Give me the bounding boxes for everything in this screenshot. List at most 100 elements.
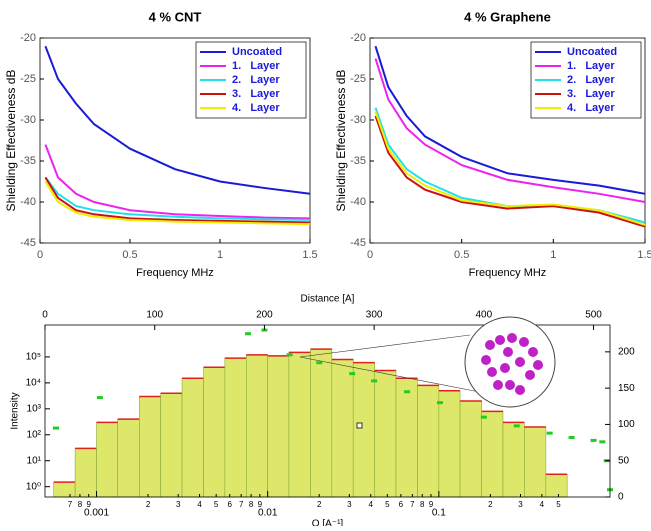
x-tick-label: 5 [214, 500, 219, 509]
y-tick-label: -45 [350, 237, 366, 249]
legend-label: 4. Layer [232, 102, 280, 114]
legend-label: 2. Layer [567, 74, 615, 86]
distance-point [568, 435, 575, 439]
distance-point [599, 440, 606, 444]
distance-point [546, 431, 553, 435]
molecule-bead [505, 380, 515, 390]
y2-tick-label: 50 [618, 455, 630, 466]
x-axis-label: Frequency MHz [136, 267, 214, 279]
legend-label: Uncoated [232, 46, 282, 58]
x-tick-label: 9 [429, 500, 434, 509]
distance-point [261, 328, 268, 332]
bar [438, 390, 461, 498]
distance-point [590, 438, 597, 442]
series-line [44, 176, 311, 222]
bar [288, 352, 311, 498]
x2-tick-label: 400 [475, 310, 492, 321]
molecule-bead [525, 370, 535, 380]
x-tick-label: 8 [249, 500, 254, 509]
y2-tick-label: 200 [618, 346, 635, 357]
distance-point [52, 426, 59, 430]
x-tick-label: 4 [197, 500, 202, 509]
x2-axis-label: Distance [A] [301, 294, 355, 305]
x-tick-label: 2 [146, 500, 151, 509]
x-tick-label: 2 [488, 500, 493, 509]
chart-title: 4 % CNT [149, 9, 202, 24]
bar [524, 426, 547, 498]
bar [181, 378, 204, 498]
bar [160, 392, 183, 498]
x2-tick-label: 100 [146, 310, 163, 321]
y-tick-label: 10³ [27, 403, 42, 414]
series-line [374, 45, 646, 195]
marker-square [356, 422, 363, 429]
inset [299, 316, 556, 408]
x-tick-label: 9 [258, 500, 263, 509]
y-axis-label: Shielding Effectiveness dB [334, 70, 348, 212]
bar [417, 385, 440, 498]
bar [245, 354, 268, 498]
y-tick-label: 10⁵ [26, 352, 41, 363]
y2-tick-label: 100 [618, 419, 635, 430]
y-tick-label: -35 [350, 155, 366, 167]
distance-point [316, 361, 323, 365]
molecule-bead [507, 333, 517, 343]
x-tick-label: 8 [78, 500, 83, 509]
bar [395, 378, 418, 498]
legend-label: 3. Layer [567, 88, 615, 100]
series-line [44, 144, 311, 220]
x-tick-label: 7 [410, 500, 415, 509]
series-line [374, 115, 646, 228]
distance-point [480, 415, 487, 419]
distance-point [404, 390, 411, 394]
x-tick-label: 6 [227, 500, 232, 509]
distance-point [286, 353, 293, 357]
bar [331, 359, 354, 498]
x2-tick-label: 300 [366, 310, 383, 321]
bar [502, 422, 525, 498]
x-tick-label: 3 [518, 500, 523, 509]
y-tick-label: -45 [20, 237, 36, 249]
distance-point [349, 372, 356, 376]
x-tick-label: 7 [68, 500, 73, 509]
y-tick-label: -30 [20, 114, 36, 126]
x-tick-label: 3 [176, 500, 181, 509]
series-line [44, 180, 311, 226]
y-axis-label: Shielding Effectiveness dB [4, 70, 18, 212]
x-tick-label: 0.001 [84, 508, 109, 519]
x-tick-label: 0.1 [432, 508, 446, 519]
distance-point [436, 401, 443, 405]
molecule-bead [528, 347, 538, 357]
series-line [374, 58, 646, 203]
molecule-bead [519, 337, 529, 347]
molecule-bead [495, 335, 505, 345]
chart-title: 4 % Graphene [464, 9, 551, 24]
bar [53, 481, 76, 498]
y-tick-label: 10¹ [27, 455, 42, 466]
x-tick-label: 5 [556, 500, 561, 509]
legend-label: 1. Layer [567, 60, 615, 72]
molecule-bead [503, 347, 513, 357]
molecule-bead [515, 357, 525, 367]
legend-label: 3. Layer [232, 88, 280, 100]
bar [267, 355, 290, 498]
x-tick-label: 5 [385, 500, 390, 509]
y-tick-label: 10⁴ [26, 378, 41, 389]
x-tick-label: 1.5 [302, 249, 317, 261]
y-tick-label: -25 [20, 73, 36, 85]
legend-label: 2. Layer [232, 74, 280, 86]
bar [139, 396, 161, 498]
distance-point [371, 379, 378, 383]
distance-point [513, 424, 520, 428]
bar [224, 357, 247, 498]
x-tick-label: 1 [550, 249, 556, 261]
y2-tick-label: 0 [618, 492, 624, 503]
inset-circle [464, 316, 556, 408]
molecule-bead [493, 380, 503, 390]
plot-frame [369, 37, 646, 244]
x-tick-label: 1 [217, 249, 223, 261]
bar [352, 362, 376, 498]
callout [299, 334, 471, 358]
molecule-bead [515, 385, 525, 395]
y-tick-label: -35 [20, 155, 36, 167]
